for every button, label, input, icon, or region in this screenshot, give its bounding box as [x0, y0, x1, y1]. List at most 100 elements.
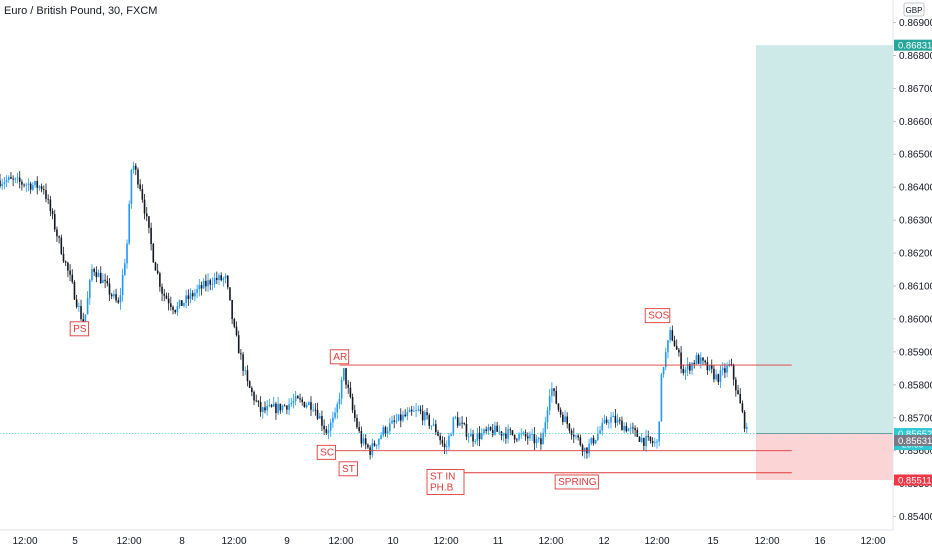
- candle-body: [743, 411, 746, 429]
- candle-body: [616, 419, 619, 423]
- candle-body: [456, 417, 459, 426]
- candle-body: [627, 428, 630, 432]
- candle-body: [145, 213, 148, 217]
- x-tick-label: 12:00: [644, 536, 669, 547]
- candle-body: [673, 340, 676, 347]
- candle-body: [391, 420, 393, 424]
- candle-body: [67, 262, 69, 271]
- candle-body: [345, 368, 347, 385]
- candle-body: [404, 414, 406, 417]
- x-tick-label: 12:00: [538, 536, 563, 547]
- svg-text:0.85511: 0.85511: [898, 476, 932, 487]
- candle-body: [80, 306, 82, 320]
- candle-body: [224, 275, 227, 279]
- candle-body: [700, 357, 702, 364]
- candle-body: [0, 180, 1, 187]
- candle-body: [71, 274, 74, 282]
- candle-body: [491, 430, 494, 435]
- candle-body: [706, 362, 709, 371]
- candle-body: [397, 414, 400, 421]
- candle-body: [408, 409, 411, 413]
- candle-body: [222, 278, 225, 281]
- candle-body: [231, 299, 233, 320]
- candle-body: [691, 362, 693, 371]
- candle-body: [610, 417, 612, 423]
- candle-body: [143, 199, 146, 214]
- candle-body: [544, 422, 547, 433]
- candle-body: [524, 432, 527, 437]
- candle-body: [43, 189, 45, 191]
- candle-body: [445, 446, 448, 448]
- candle-body: [34, 180, 36, 186]
- candle-body: [102, 279, 104, 283]
- annotation-ar[interactable]: AR: [329, 349, 350, 365]
- candle-body: [474, 441, 477, 442]
- candle-body: [470, 434, 472, 437]
- candle-body: [570, 430, 573, 435]
- candle-body: [283, 405, 286, 407]
- candle-body: [362, 438, 365, 444]
- candle-body: [371, 443, 374, 455]
- candle-body: [53, 214, 56, 230]
- candle-body: [421, 411, 424, 421]
- candle-body: [546, 410, 549, 423]
- candle-body: [218, 275, 220, 281]
- candle-body: [305, 404, 308, 408]
- candle-body: [329, 422, 332, 431]
- candle-body: [108, 283, 111, 295]
- candle-body: [643, 437, 645, 446]
- candle-body: [32, 185, 34, 190]
- candle-body: [353, 410, 356, 419]
- candle-body: [612, 415, 614, 418]
- candle-body: [511, 430, 514, 435]
- candle-body: [141, 189, 144, 200]
- candle-body: [93, 269, 95, 272]
- candle-body: [75, 299, 78, 307]
- candle-body: [603, 419, 606, 423]
- y-tick-label: 0.85700: [899, 413, 932, 424]
- candle-body: [27, 183, 30, 185]
- candle-body: [667, 340, 669, 353]
- candle-body: [240, 353, 242, 355]
- annotation-sos[interactable]: SOS: [644, 308, 671, 324]
- candle-body: [704, 360, 706, 363]
- x-tick-label: 9: [284, 536, 290, 547]
- candle-body: [384, 427, 387, 434]
- candle-body: [316, 409, 319, 419]
- candle-body: [581, 445, 584, 452]
- annotation-sc[interactable]: SC: [316, 444, 337, 460]
- candle-body: [373, 443, 376, 446]
- candle-body: [382, 427, 385, 436]
- candle-body: [229, 287, 231, 300]
- candle-body: [730, 364, 733, 365]
- annotation-ps[interactable]: PS: [69, 321, 90, 337]
- candle-body: [237, 335, 240, 354]
- annotation-st[interactable]: ST: [338, 461, 358, 477]
- candle-body: [332, 417, 334, 423]
- candle-body: [647, 435, 650, 437]
- position-zones: [756, 45, 893, 481]
- svg-text:PS: PS: [73, 324, 87, 335]
- candle-body: [454, 417, 457, 419]
- candle-body: [45, 190, 47, 199]
- candle-body: [213, 277, 216, 284]
- candle-body: [522, 432, 525, 434]
- candle-body: [481, 433, 483, 439]
- candle-body: [518, 433, 520, 440]
- candle-body: [189, 293, 192, 300]
- y-tick-label: 0.86200: [899, 249, 932, 260]
- y-tick-label: 0.86500: [899, 150, 932, 161]
- x-tick-label: 12:00: [433, 536, 458, 547]
- candle-body: [509, 429, 512, 431]
- annotation-spring[interactable]: SPRING: [554, 474, 599, 490]
- candle-body: [566, 416, 569, 424]
- candle-body: [520, 433, 523, 435]
- y-tick-label: 0.85900: [899, 347, 932, 358]
- candle-body: [713, 368, 715, 380]
- candle-body: [393, 420, 395, 422]
- candle-body: [170, 303, 172, 307]
- candle-body: [132, 165, 135, 170]
- candle-body: [49, 199, 52, 212]
